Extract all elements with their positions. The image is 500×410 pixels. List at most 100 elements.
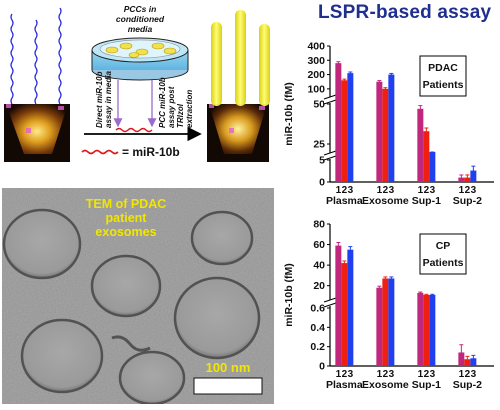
tem-caption-line-2: patient xyxy=(106,211,148,225)
bar-index-label: 3 xyxy=(471,369,477,380)
axis-break-gap xyxy=(324,300,496,306)
bar-sup-2-3 xyxy=(470,358,477,366)
pcc-assay-label: PCC miR-10b assay post TRIzol extraction xyxy=(158,77,194,128)
hybridized-pillars xyxy=(211,10,270,106)
axis-break-mark xyxy=(323,94,337,100)
mirna-legend-label: = miR-10b xyxy=(122,145,180,159)
axis-break-mark xyxy=(323,302,337,308)
right-nanoparticle-image xyxy=(207,104,269,162)
svg-text:assay in media: assay in media xyxy=(104,71,113,128)
bar-sup-2-2 xyxy=(464,359,471,366)
bar-index-label: 1 xyxy=(377,185,383,196)
y-tick-label: 200 xyxy=(307,69,325,81)
scale-bar xyxy=(193,377,263,395)
bar-plasma-3 xyxy=(347,73,354,182)
direct-assay-label: Direct miR-10b assay in media xyxy=(95,71,113,128)
y-tick-label: 0 xyxy=(319,361,325,373)
mirna-strand xyxy=(115,127,153,133)
legend-line-1: CP xyxy=(436,240,451,252)
schematic-diagram: PCCs in conditioned media Direct miR-10b… xyxy=(4,4,270,162)
y-tick-label: 300 xyxy=(307,55,325,67)
mirna-legend-icon xyxy=(81,149,119,155)
bar-index-label: 1 xyxy=(459,185,465,196)
bar-index-label: 3 xyxy=(389,185,395,196)
axis-break-mark xyxy=(323,150,337,156)
bar-index-label: 1 xyxy=(336,369,342,380)
left-nanoparticle-image xyxy=(4,104,70,162)
y-tick-label: 400 xyxy=(307,41,325,53)
bar-sup-1-2 xyxy=(423,131,430,182)
x-category-label: Sup-2 xyxy=(453,379,482,391)
bar-index-label: 2 xyxy=(465,185,471,196)
bar-index-label: 2 xyxy=(342,369,348,380)
svg-text:assay post: assay post xyxy=(167,86,176,128)
dish-label-line-1: PCCs in xyxy=(124,4,157,14)
bar-index-label: 3 xyxy=(389,369,395,380)
bar-index-label: 2 xyxy=(465,369,471,380)
bar-index-label: 3 xyxy=(348,185,354,196)
y-tick-label: 100 xyxy=(307,83,325,95)
bar-index-label: 2 xyxy=(383,185,389,196)
legend-line-1: PDAC xyxy=(428,62,458,74)
bar-exosome-1 xyxy=(376,81,383,182)
bar-plasma-3 xyxy=(347,249,354,366)
axis-break-gap xyxy=(324,97,496,103)
y-tick-label: 40 xyxy=(313,260,325,272)
scale-bar-label: 100 nm xyxy=(206,360,251,375)
bar-plasma-2 xyxy=(341,263,348,366)
bar-plasma-2 xyxy=(341,80,348,182)
bar-index-label: 1 xyxy=(418,185,424,196)
x-category-label: Sup-2 xyxy=(453,195,482,207)
x-category-label: Sup-1 xyxy=(412,195,441,207)
bar-index-label: 3 xyxy=(430,185,436,196)
bar-sup-1-3 xyxy=(429,294,436,366)
tem-caption-line-1: TEM of PDAC xyxy=(86,197,167,211)
bar-sup-1-1 xyxy=(417,292,424,366)
y-tick-label: 0 xyxy=(319,177,325,189)
bar-plasma-1 xyxy=(335,245,342,366)
y-tick-label: 60 xyxy=(313,239,325,251)
dna-probe-strands xyxy=(10,7,62,105)
x-category-label: Exosome xyxy=(362,379,409,391)
legend-box xyxy=(419,55,467,97)
bar-index-label: 2 xyxy=(424,369,430,380)
dish-label-line-3: media xyxy=(128,24,153,34)
legend-box xyxy=(419,233,467,275)
y-tick-label: 20 xyxy=(313,280,325,292)
bar-index-label: 3 xyxy=(348,369,354,380)
bar-index-label: 1 xyxy=(418,369,424,380)
y-tick-label: 0.4 xyxy=(310,322,325,334)
petri-dish xyxy=(91,37,189,81)
bar-exosome-1 xyxy=(376,287,383,366)
y-axis-label: miR-10b (fM) xyxy=(283,263,295,327)
legend-line-2: Patients xyxy=(423,257,464,269)
y-tick-label: 0.6 xyxy=(310,303,325,315)
bar-exosome-3 xyxy=(388,278,395,366)
assay-arrows xyxy=(113,80,157,128)
bar-exosome-2 xyxy=(382,88,389,182)
tem-caption-line-3: exosomes xyxy=(95,225,156,239)
tem-micrograph: TEM of PDAC patient exosomes 100 nm xyxy=(2,188,274,404)
cells xyxy=(105,42,177,58)
bar-index-label: 2 xyxy=(383,369,389,380)
bar-exosome-3 xyxy=(388,74,395,182)
x-category-label: Plasma xyxy=(326,195,363,207)
bar-sup-1-3 xyxy=(429,152,436,182)
bar-sup-2-3 xyxy=(470,170,477,182)
y-tick-label: 0.2 xyxy=(310,341,325,353)
x-category-label: Sup-1 xyxy=(412,379,441,391)
bar-exosome-2 xyxy=(382,278,389,366)
bar-sup-1-1 xyxy=(417,108,424,182)
y-tick-label: 25 xyxy=(313,139,325,151)
x-category-label: Exosome xyxy=(362,195,409,207)
bar-index-label: 1 xyxy=(459,369,465,380)
svg-text:PCC miR-10b: PCC miR-10b xyxy=(158,77,167,128)
bar-plasma-1 xyxy=(335,63,342,183)
axis-break-gap xyxy=(324,153,496,159)
bar-index-label: 3 xyxy=(430,369,436,380)
dish-label-line-2: conditioned xyxy=(116,14,165,24)
exosome-vesicles xyxy=(2,208,261,404)
